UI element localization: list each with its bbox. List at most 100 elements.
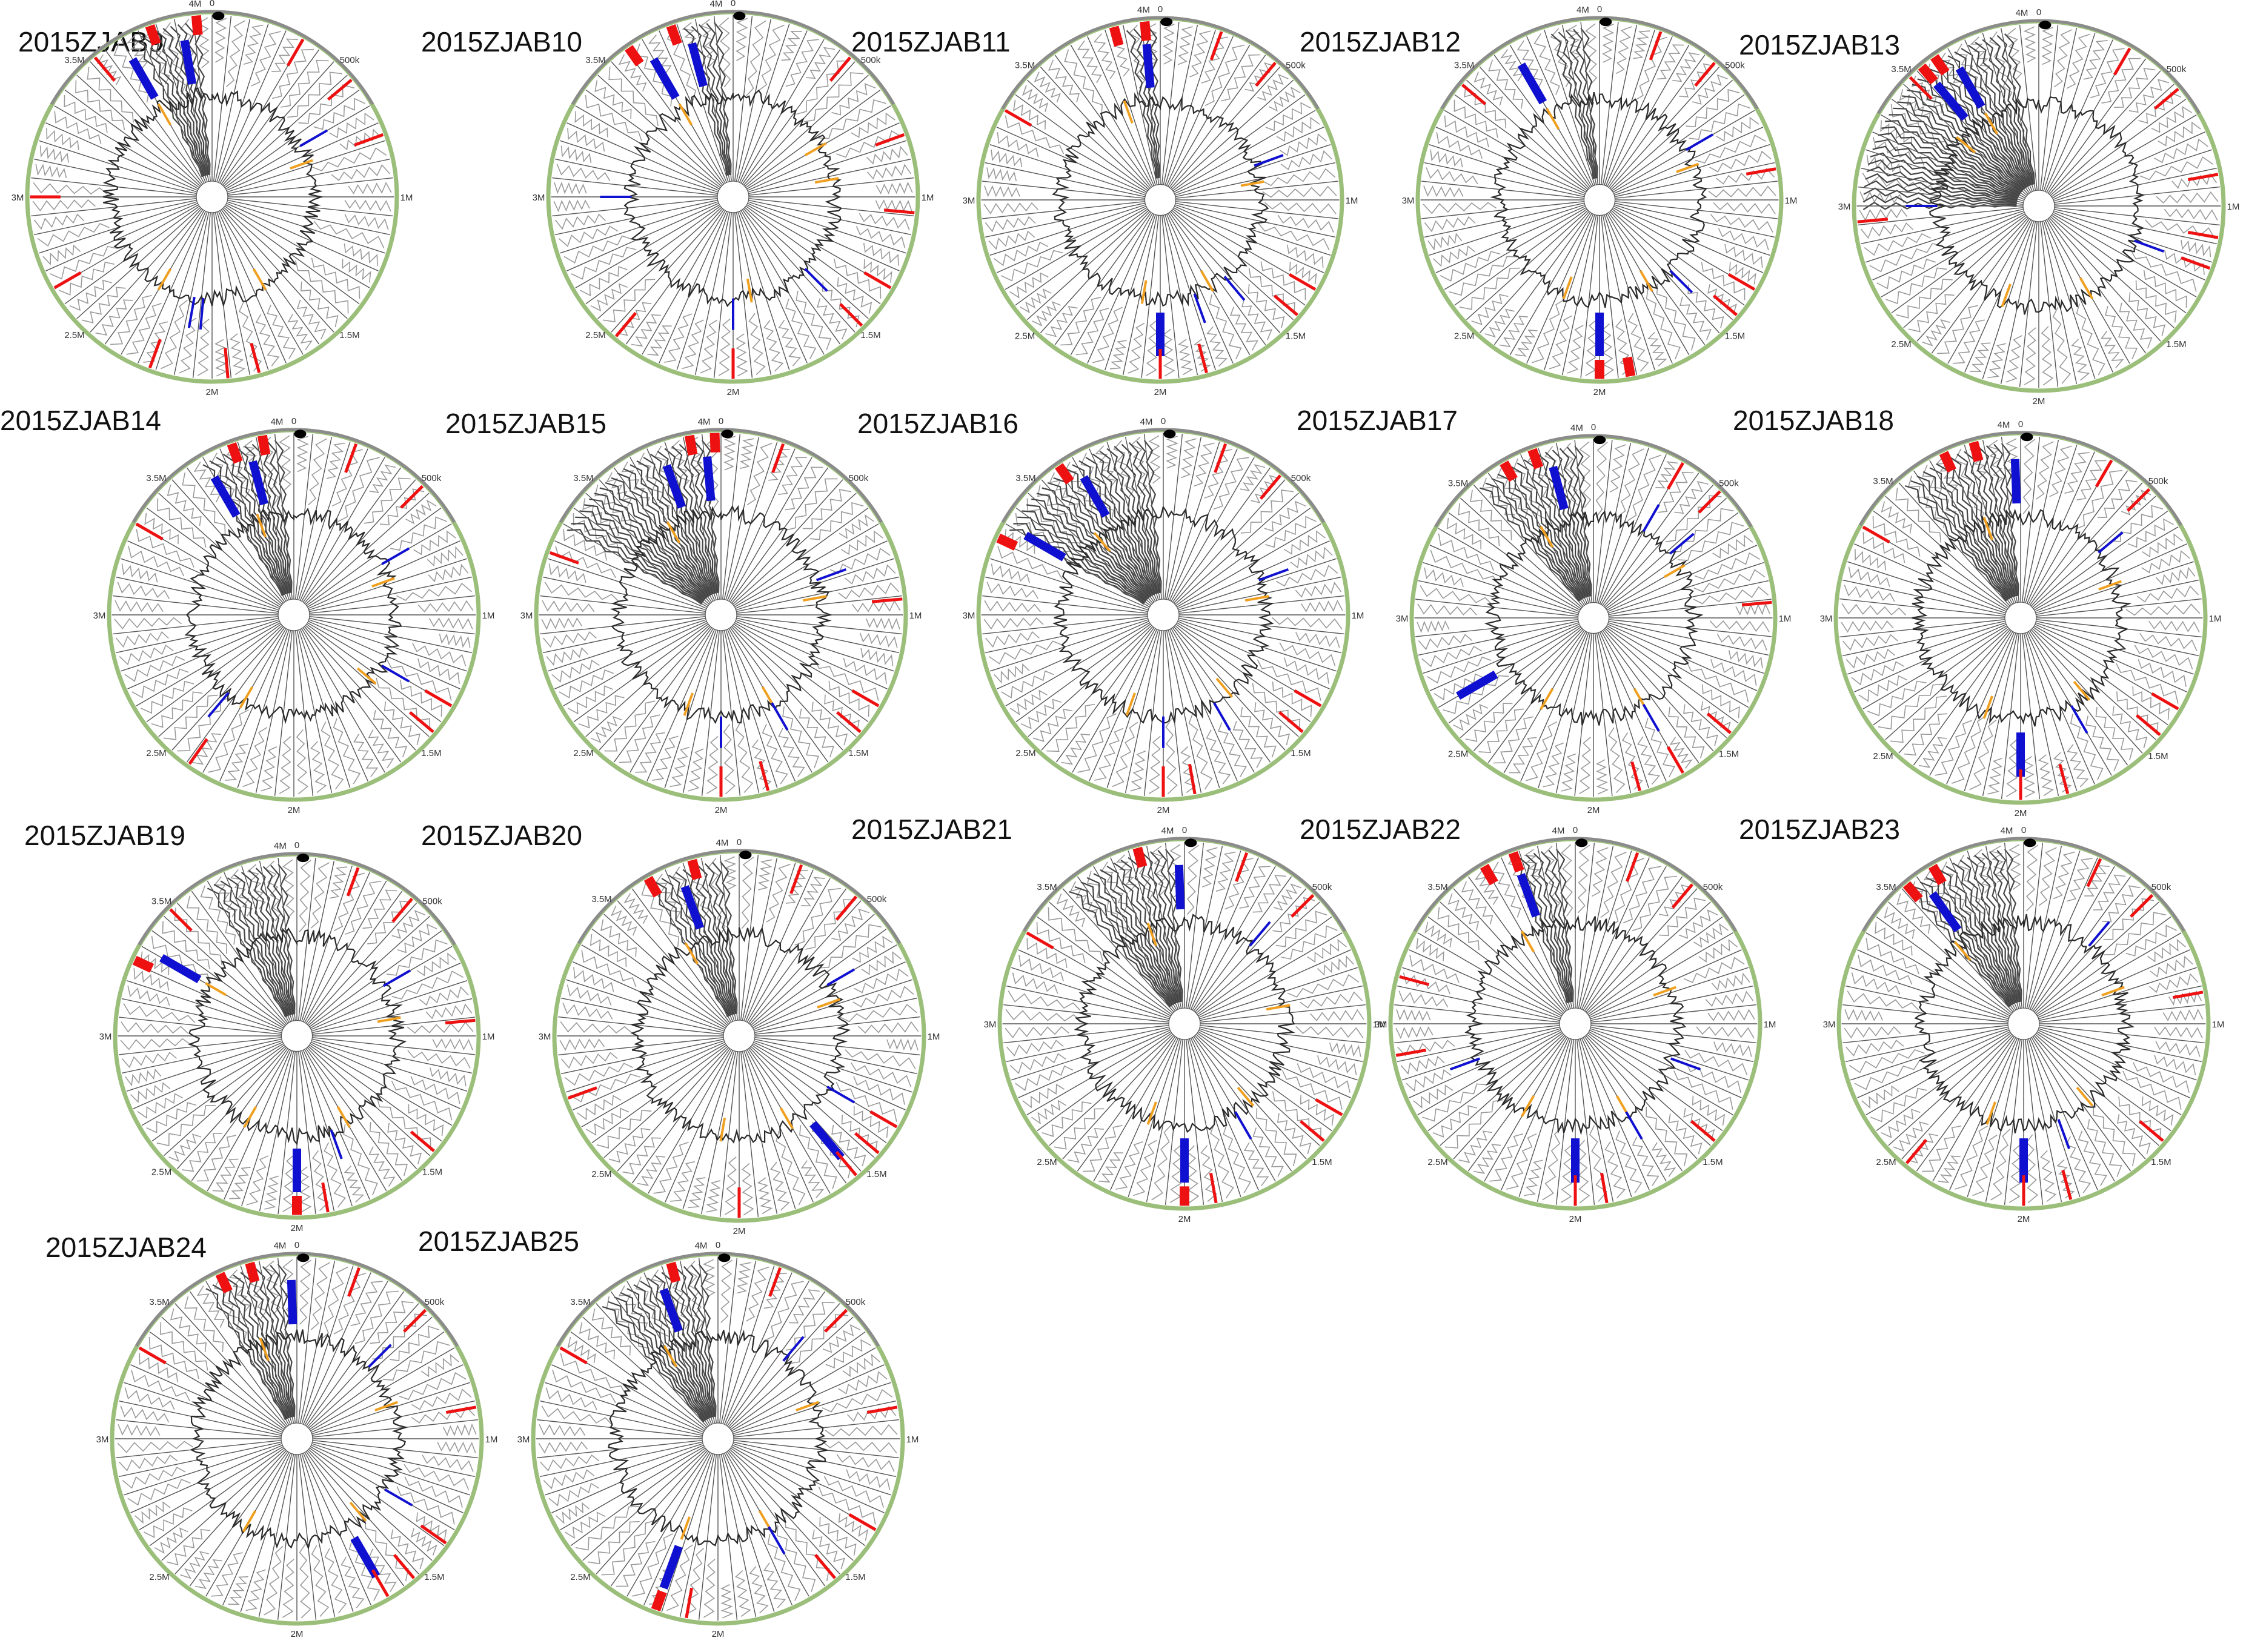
zigzag-track: [601, 1520, 656, 1576]
zigzag-track: [1200, 1145, 1218, 1203]
zigzag-track: [1151, 845, 1168, 895]
zigzag-track: [1232, 721, 1263, 768]
spoke: [1177, 523, 1321, 608]
top-ring-arc: [138, 852, 456, 946]
spoke: [2040, 221, 2059, 387]
zigzag-track: [801, 877, 825, 907]
zigzag-track: [1859, 208, 1908, 221]
spoke: [570, 1331, 706, 1430]
zigzag-track: [1632, 875, 1678, 932]
spoke: [2035, 622, 2194, 675]
zigzag-track: [556, 164, 611, 182]
zigzag-track: [1069, 881, 1098, 918]
zigzag-track: [997, 132, 1039, 158]
zigzag-track: [422, 1455, 474, 1472]
zigzag-track: [2090, 48, 2125, 99]
spoke: [2041, 221, 2078, 385]
zigzag-track: [1432, 1105, 1477, 1138]
zigzag-track: [838, 582, 899, 600]
zigzag-track: [736, 1262, 751, 1294]
red-feature: [344, 443, 358, 473]
spoke: [1448, 512, 1581, 609]
spoke: [1174, 493, 1299, 605]
spoke: [754, 1037, 920, 1056]
spoke: [997, 620, 1149, 689]
zigzag-track: [1862, 532, 1905, 563]
spoke: [643, 1453, 713, 1605]
zigzag-track: [1658, 884, 1692, 917]
tick-label: 3M: [963, 196, 975, 206]
spoke: [610, 1451, 709, 1587]
zigzag-track: [578, 695, 625, 729]
zigzag-track: [836, 130, 903, 158]
tick-label: 2M: [291, 1223, 304, 1233]
dense-track: [1889, 114, 2021, 195]
zigzag-track: [567, 1336, 596, 1364]
tick-label: 2M: [2033, 396, 2045, 406]
spoke: [136, 622, 281, 706]
spokes: [111, 433, 476, 797]
spoke: [1555, 442, 1591, 603]
dense-track: [1479, 487, 1580, 602]
top-ring-arc: [131, 428, 456, 523]
spoke: [734, 16, 753, 182]
spokes: [1856, 24, 2221, 388]
zigzag-track: [985, 631, 1040, 648]
spoke: [155, 24, 208, 182]
gc-trace: [190, 1329, 408, 1550]
zigzag-track: [1317, 1055, 1357, 1075]
spoke: [1501, 1038, 1570, 1190]
spoke: [1604, 29, 1655, 185]
spoke: [1860, 167, 2024, 204]
zigzag-track: [1955, 1126, 1989, 1190]
spoke: [295, 630, 314, 796]
zigzag-track: [54, 111, 102, 145]
spoke: [646, 629, 716, 781]
zigzag-track: [428, 617, 473, 630]
zigzag-track: [225, 743, 249, 781]
zigzag-track: [282, 1559, 294, 1618]
spoke: [258, 1260, 294, 1424]
spoke: [2038, 1028, 2197, 1081]
spoke: [596, 1303, 708, 1428]
zigzag-track: [110, 294, 152, 345]
zigzag-track: [1413, 1084, 1454, 1109]
tick-label: 1M: [2227, 202, 2240, 212]
zigzag-track: [161, 299, 188, 370]
spoke: [1089, 448, 1158, 601]
spoke: [1435, 205, 1586, 273]
spoke: [1435, 127, 1586, 194]
zigzag-track: [265, 860, 282, 921]
zigzag-track: [430, 1067, 467, 1087]
spoke: [277, 1258, 296, 1424]
red-feature: [1630, 761, 1641, 792]
red-feature: [869, 1110, 898, 1129]
zigzag-track: [121, 1021, 188, 1034]
zigzag-track: [1272, 1091, 1321, 1141]
tick-label: 0: [731, 0, 736, 8]
zigzag-track: [32, 199, 96, 212]
spoke: [1163, 24, 1198, 185]
spoke: [2041, 27, 2078, 191]
orange-feature: [746, 278, 753, 303]
top-ring-arc: [1861, 837, 2186, 932]
zigzag-track: [559, 669, 614, 698]
origin-marker: [294, 430, 307, 439]
zigzag-track: [766, 863, 791, 923]
spoke: [311, 1038, 473, 1074]
spoke: [1857, 1029, 2010, 1098]
zigzag-track: [117, 582, 170, 599]
zigzag-track: [1632, 1136, 1660, 1186]
zigzag-track: [785, 478, 838, 531]
red-feature: [1626, 852, 1640, 882]
spoke: [2033, 1035, 2146, 1159]
dense-track: [691, 1264, 716, 1417]
zigzag-track: [2054, 29, 2072, 88]
spoke: [305, 1291, 405, 1427]
zigzag-track: [1272, 682, 1312, 717]
spoke: [1913, 630, 2012, 766]
spoke: [1161, 215, 1180, 378]
zigzag-track: [2005, 27, 2022, 81]
spoke: [1581, 857, 1650, 1010]
red-feature: [408, 711, 434, 734]
